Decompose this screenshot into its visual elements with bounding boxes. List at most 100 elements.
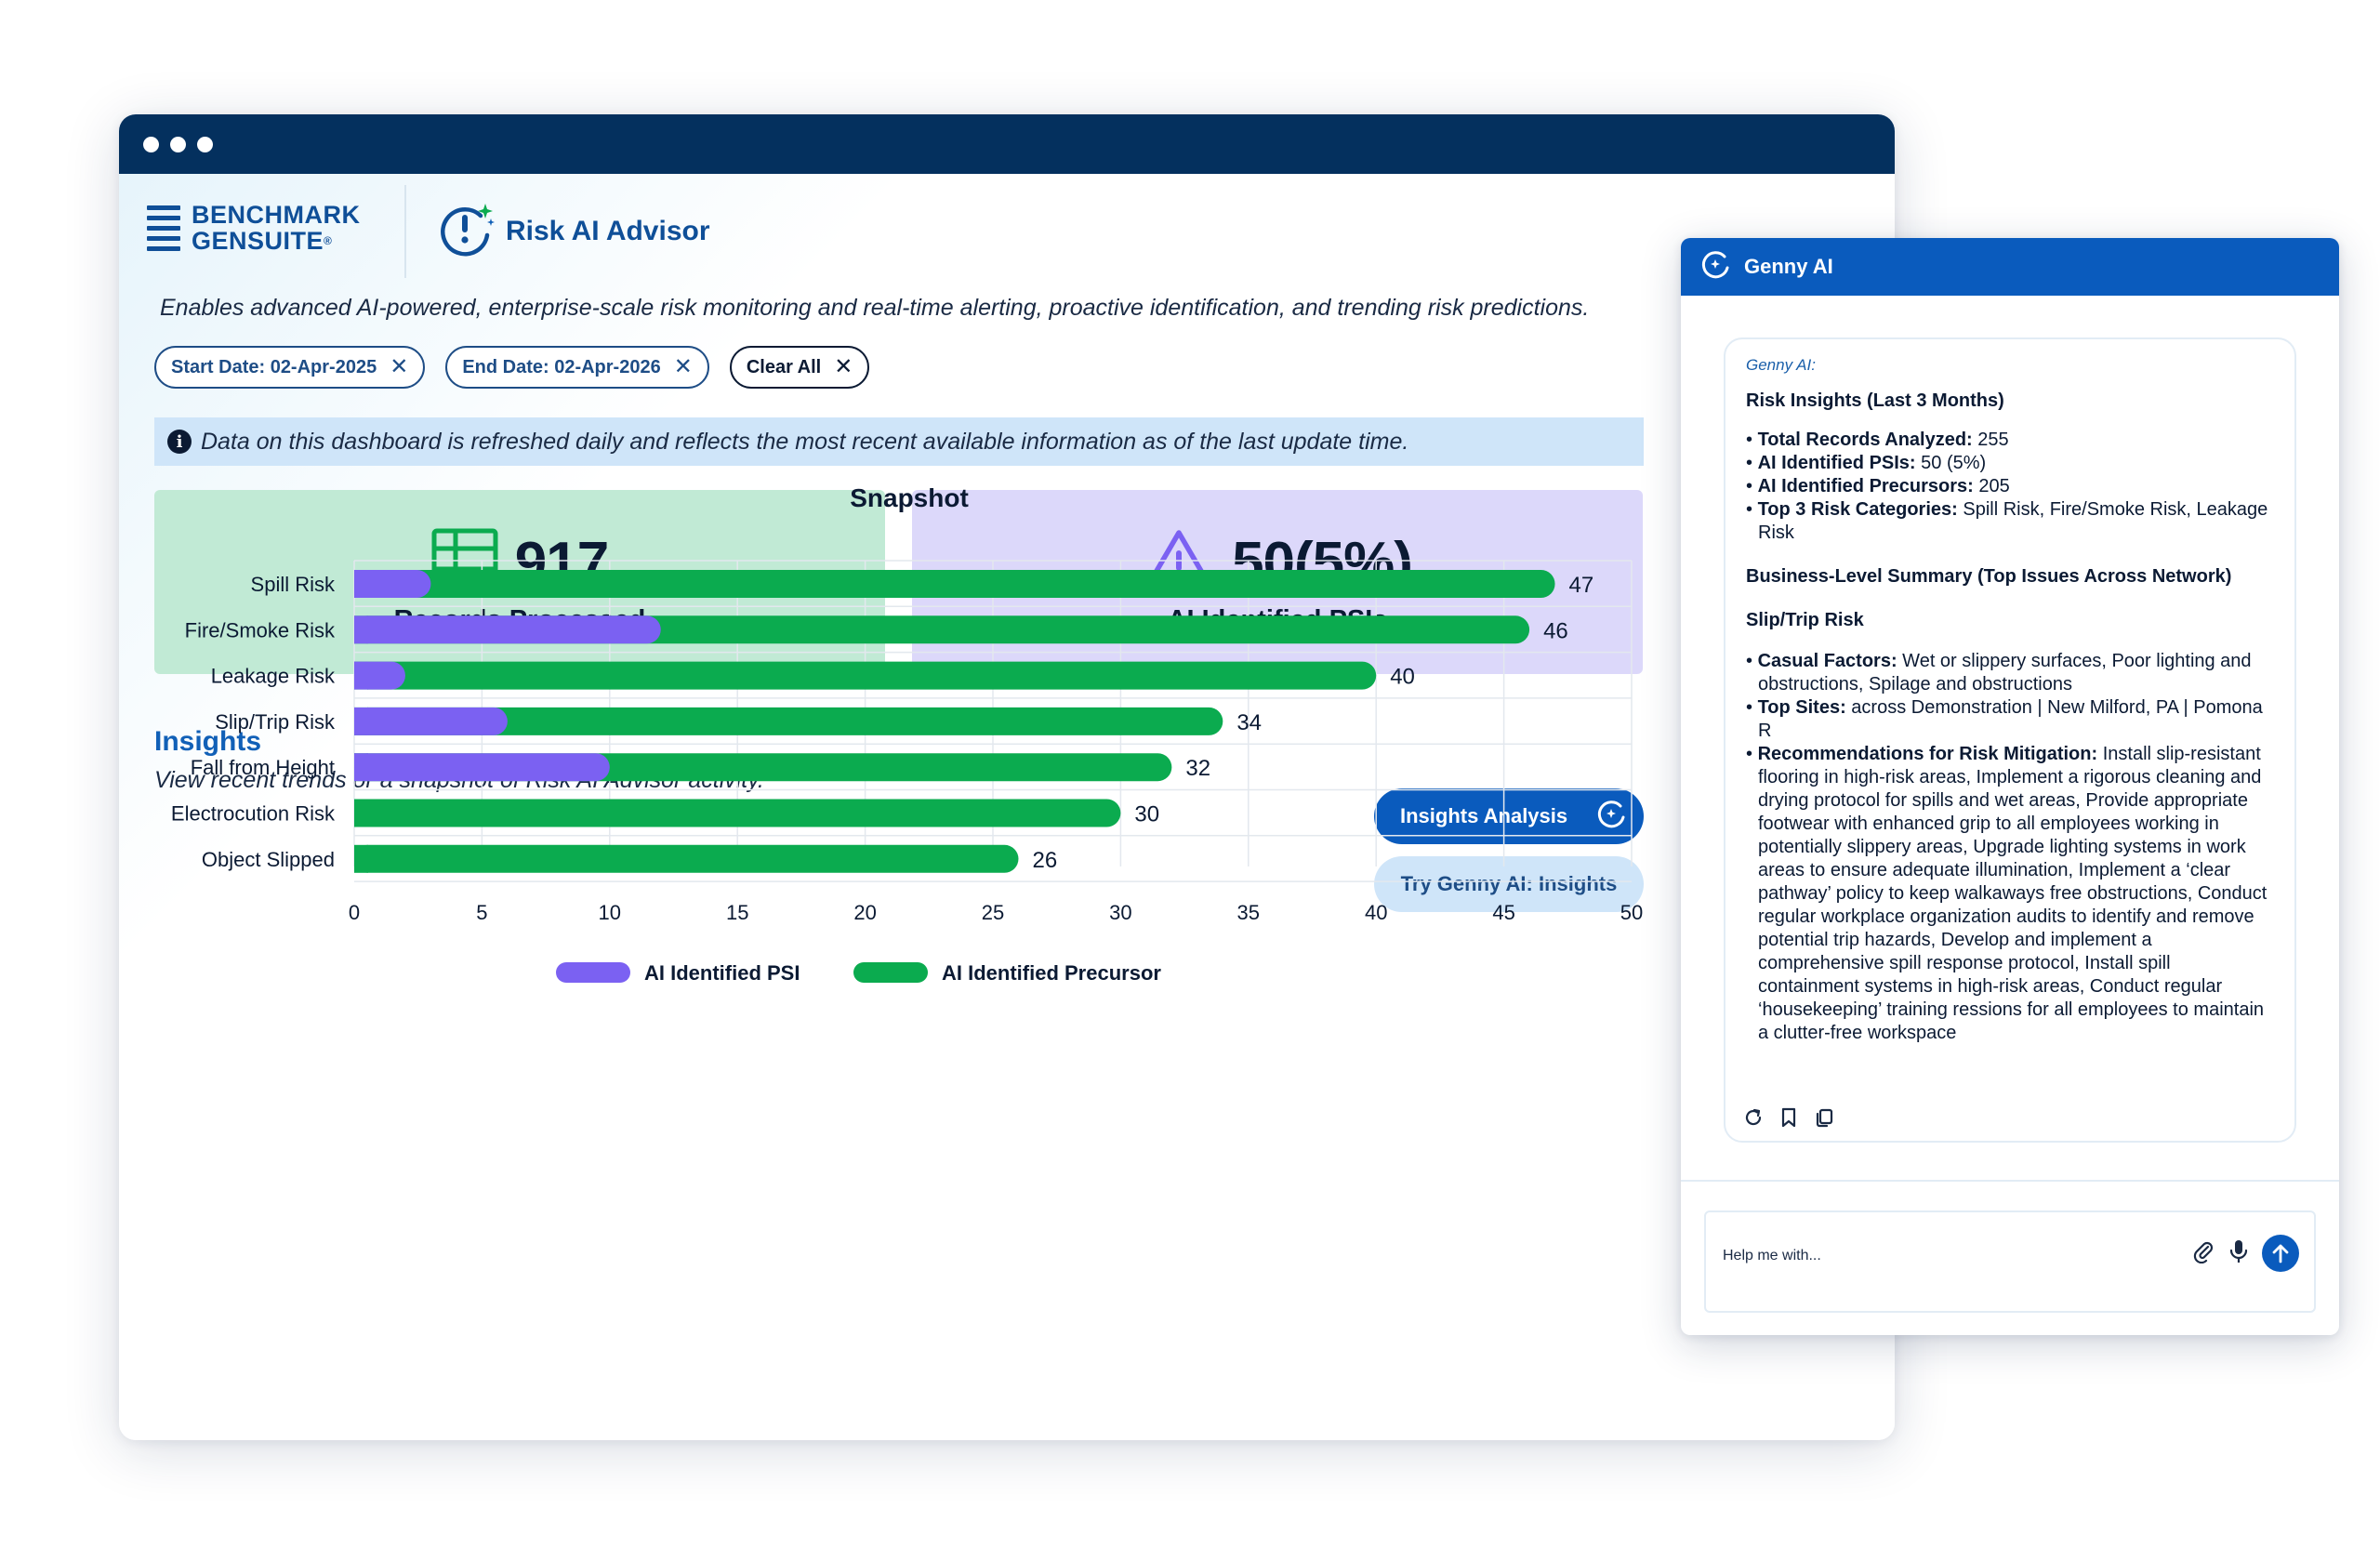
insights-analysis-label: Insights Analysis: [1400, 804, 1568, 827]
chat-tools: [2191, 1235, 2299, 1272]
legend-label: AI Identified PSI: [644, 961, 800, 985]
genny-chat-input[interactable]: Help me with...: [1704, 1210, 2316, 1313]
bar-precursor-start: [354, 799, 368, 827]
header-divider: [404, 185, 406, 278]
category-label: Electrocution Risk: [171, 802, 336, 826]
bar-psi: [354, 615, 661, 644]
legend-swatch: [853, 962, 928, 983]
list-item: Total Records Analyzed: 255: [1746, 429, 2274, 452]
arrow-up-icon: [2272, 1244, 2289, 1263]
data-label: 32: [1185, 756, 1210, 781]
list-item: AI Identified Precursors: 205: [1746, 475, 2274, 498]
snapshot-chart: Snapshot Spill Risk 47 Fire/Smoke Risk 46 Lea…: [171, 483, 1643, 985]
bar-precursor: [354, 844, 1019, 873]
category-label: Slip/Trip Risk: [215, 710, 336, 734]
data-label: 40: [1390, 665, 1415, 690]
list-item: AI Identified PSIs: 50 (5%): [1746, 452, 2274, 475]
brand-reg: ®: [324, 234, 333, 247]
genny-divider: [1681, 1180, 2339, 1182]
insights-analysis-button[interactable]: Insights Analysis: [1374, 788, 1644, 844]
list-item: Top Sites: across Demonstration | New Mi…: [1746, 696, 2274, 743]
data-label: 26: [1032, 848, 1057, 873]
x-tick-label: 35: [1237, 901, 1260, 924]
list-item: Top 3 Risk Categories: Spill Risk, Fire/…: [1746, 498, 2274, 545]
bar-psi: [354, 753, 610, 782]
data-label: 46: [1543, 618, 1568, 643]
x-tick-label: 5: [476, 901, 487, 924]
end-date-label: End Date: 02-Apr-2026: [462, 356, 661, 377]
bar-precursor: [354, 799, 1121, 827]
try-genny-label: Try Genny AI: Insights: [1400, 872, 1618, 895]
data-label: 47: [1569, 573, 1594, 598]
brand-line2: GENSUITE: [192, 227, 324, 255]
genny-swirl-icon: [1595, 798, 1627, 835]
genny-details-list: Casual Factors: Wet or slippery surfaces…: [1746, 650, 2274, 1045]
x-tick-label: 25: [982, 901, 1004, 924]
alert-sparkle-icon: [435, 200, 495, 262]
bar-psi: [354, 707, 508, 735]
x-tick-label: 30: [1109, 901, 1131, 924]
bar-psi-start: [354, 707, 368, 735]
window-titlebar: [119, 114, 1895, 174]
notice-text: Data on this dashboard is refreshed dail…: [201, 428, 1409, 455]
start-date-filter[interactable]: Start Date: 02-Apr-2025 ✕: [154, 346, 426, 389]
bar-psi-start: [354, 753, 368, 782]
genny-ai-panel: Genny AI Genny AI: Risk Insights (Last 3…: [1681, 238, 2339, 1335]
data-label: 30: [1134, 802, 1159, 827]
window-dot: [197, 136, 213, 152]
microphone-icon[interactable]: [2228, 1238, 2249, 1269]
x-tick-label: 45: [1492, 901, 1514, 924]
window-dot: [170, 136, 186, 152]
bar-psi-start: [354, 570, 368, 598]
genny-stats-list: Total Records Analyzed: 255 AI Identifie…: [1746, 429, 2274, 545]
close-icon[interactable]: ✕: [673, 354, 693, 379]
copy-icon[interactable]: [1813, 1106, 1835, 1133]
x-tick-label: 10: [599, 901, 621, 924]
data-label: 34: [1236, 710, 1262, 735]
category-label: Leakage Risk: [211, 665, 336, 688]
try-genny-insights-button[interactable]: Try Genny AI: Insights: [1374, 856, 1644, 912]
genny-heading-insights: Risk Insights (Last 3 Months): [1746, 390, 2004, 411]
bar-psi-start: [354, 661, 368, 690]
bar-precursor: [354, 661, 1377, 690]
bar-precursor: [354, 570, 1555, 598]
chat-placeholder: Help me with...: [1723, 1248, 1821, 1263]
x-tick-label: 0: [349, 901, 360, 924]
genny-header: Genny AI: [1681, 238, 2339, 296]
main-window: BENCHMARK GENSUITE® Risk AI Advisor Enab…: [119, 114, 1895, 1440]
paperclip-icon[interactable]: [2191, 1239, 2215, 1268]
genny-response-card: Genny AI: Risk Insights (Last 3 Months) …: [1724, 337, 2296, 1143]
close-icon: ✕: [834, 354, 853, 379]
send-button[interactable]: [2262, 1235, 2299, 1272]
genny-response-actions: [1742, 1106, 1835, 1133]
bar-psi: [354, 570, 431, 598]
genny-swirl-icon: [1699, 248, 1731, 285]
category-label: Fire/Smoke Risk: [185, 618, 336, 642]
genny-heading-summary: Business-Level Summary (Top Issues Acros…: [1746, 566, 2232, 587]
filter-bar: Start Date: 02-Apr-2025 ✕ End Date: 02-A…: [154, 346, 870, 389]
end-date-filter[interactable]: End Date: 02-Apr-2026 ✕: [445, 346, 709, 389]
bookmark-icon[interactable]: [1778, 1106, 1800, 1133]
refresh-notice: i Data on this dashboard is refreshed da…: [154, 417, 1644, 466]
x-tick-label: 20: [853, 901, 876, 924]
x-tick-label: 40: [1365, 901, 1387, 924]
clear-all-label: Clear All: [746, 356, 822, 377]
bar-precursor-start: [354, 844, 368, 873]
refresh-icon[interactable]: [1742, 1106, 1765, 1133]
genny-label: Genny AI:: [1746, 356, 1816, 374]
list-item: Recommendations for Risk Mitigation: Ins…: [1746, 743, 2274, 1045]
legend-label: AI Identified Precursor: [942, 961, 1161, 985]
app-header: Risk AI Advisor: [435, 200, 710, 262]
app-title: Risk AI Advisor: [506, 215, 710, 246]
window-dot: [143, 136, 159, 152]
x-tick-label: 50: [1620, 901, 1643, 924]
brand-lines-icon: [147, 205, 180, 251]
category-label: Fall from Height: [191, 756, 335, 779]
app-description: Enables advanced AI-powered, enterprise-…: [160, 295, 1590, 321]
start-date-label: Start Date: 02-Apr-2025: [171, 356, 377, 377]
x-tick-label: 15: [726, 901, 748, 924]
dashboard-content: BENCHMARK GENSUITE® Risk AI Advisor Enab…: [119, 174, 1895, 1440]
clear-all-button[interactable]: Clear All ✕: [729, 346, 870, 389]
insights-title: Insights: [154, 726, 262, 757]
close-icon[interactable]: ✕: [390, 354, 409, 379]
